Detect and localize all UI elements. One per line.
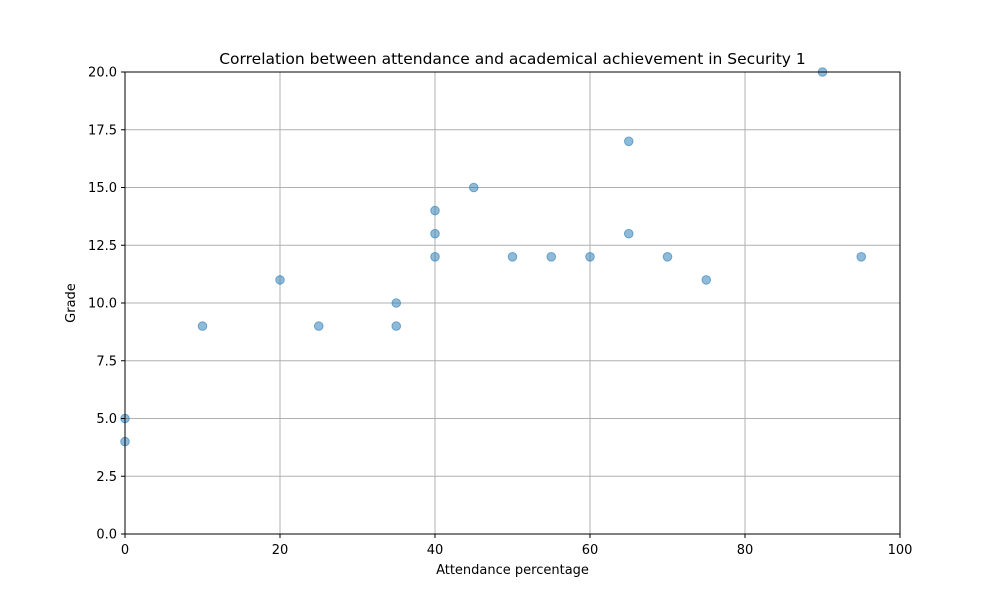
y-tick-label: 20.0 — [88, 66, 117, 81]
y-axis-ticks: 0.0 2.5 5.0 7.5 10.0 12.5 15.0 17.5 20.0 — [88, 66, 125, 543]
x-axis-label: Attendance percentage — [436, 563, 589, 578]
data-point — [468, 182, 479, 193]
data-point — [391, 321, 402, 331]
data-point — [662, 251, 673, 262]
y-tick-label: 7.5 — [96, 354, 117, 369]
data-point — [507, 251, 518, 262]
data-point — [430, 205, 440, 216]
data-point — [546, 251, 557, 262]
y-tick-label: 5.0 — [96, 412, 117, 427]
data-point — [623, 228, 634, 239]
data-point — [430, 251, 440, 262]
chart-title: Correlation between attendance and acade… — [219, 50, 806, 68]
x-tick-label: 0 — [121, 543, 129, 558]
y-axis-label: Grade — [64, 283, 79, 323]
data-point — [585, 251, 595, 262]
x-tick-label: 60 — [582, 543, 599, 558]
x-tick-label: 80 — [737, 543, 754, 558]
x-tick-label: 40 — [427, 543, 444, 558]
data-point — [701, 275, 712, 285]
y-tick-label: 10.0 — [88, 297, 117, 312]
x-axis-ticks: 0 20 40 60 80 100 — [121, 534, 913, 558]
data-point — [391, 298, 402, 308]
x-tick-label: 100 — [888, 543, 913, 558]
data-point — [197, 321, 208, 331]
y-tick-label: 17.5 — [88, 123, 117, 138]
y-tick-label: 0.0 — [96, 528, 117, 543]
data-point — [856, 251, 867, 262]
data-point — [430, 228, 440, 239]
grid-lines — [124, 71, 901, 535]
data-points — [120, 67, 867, 447]
y-tick-label: 12.5 — [88, 239, 117, 254]
y-tick-label: 15.0 — [88, 181, 117, 196]
data-point — [623, 136, 634, 147]
x-tick-label: 20 — [272, 543, 289, 558]
data-point — [313, 321, 324, 331]
data-point — [275, 275, 285, 285]
y-tick-label: 2.5 — [96, 470, 117, 485]
